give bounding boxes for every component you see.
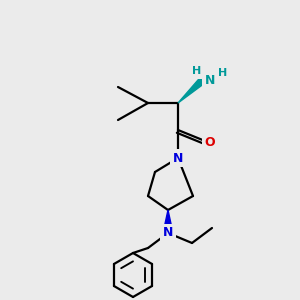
Text: H: H <box>218 68 228 78</box>
Text: H: H <box>192 66 202 76</box>
Polygon shape <box>163 210 173 233</box>
Text: N: N <box>173 152 183 164</box>
Text: N: N <box>205 74 215 86</box>
Text: N: N <box>163 226 173 239</box>
Polygon shape <box>178 75 208 103</box>
Text: O: O <box>205 136 215 149</box>
